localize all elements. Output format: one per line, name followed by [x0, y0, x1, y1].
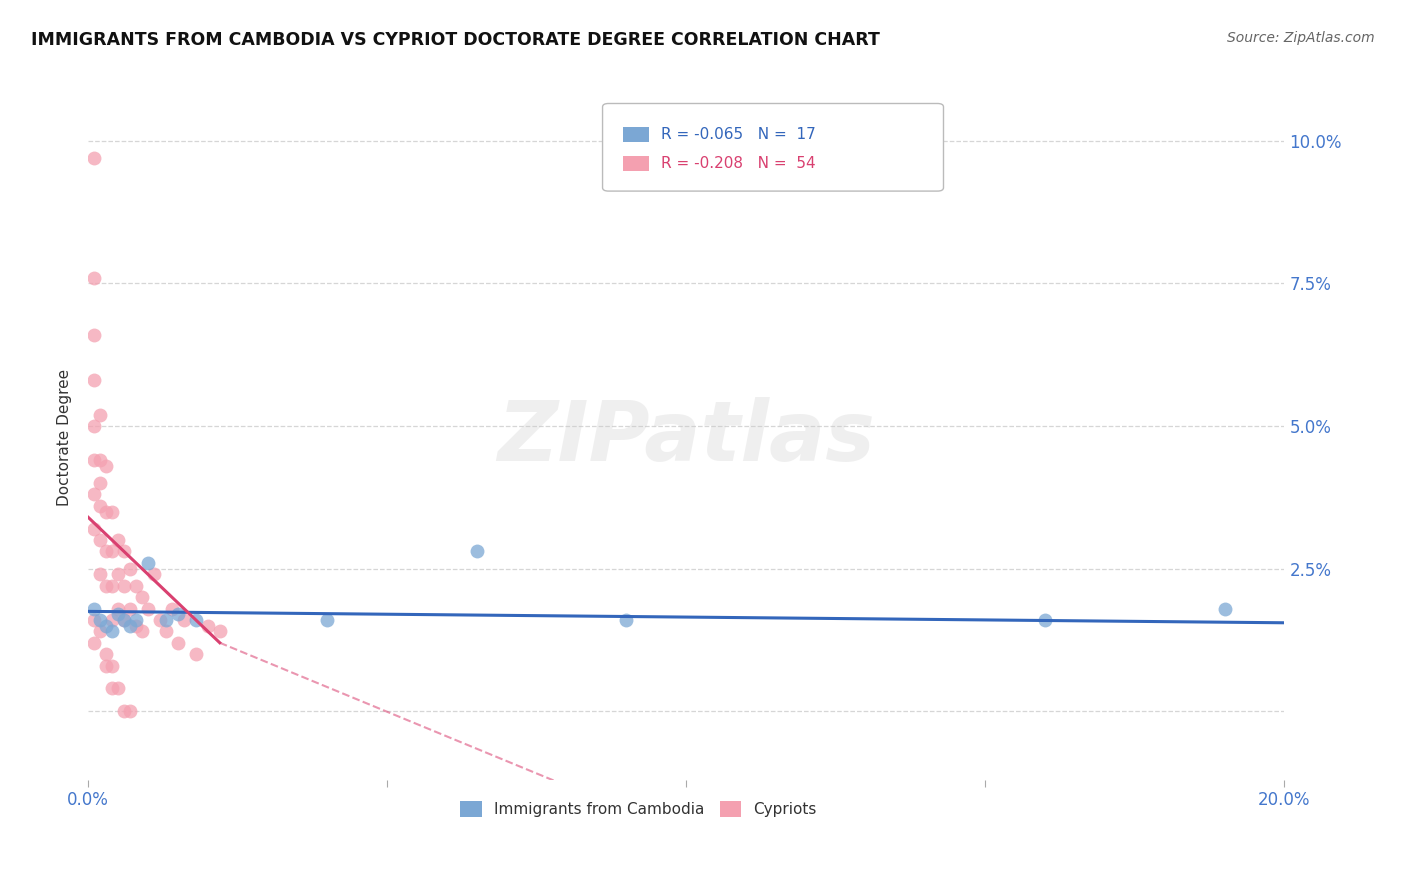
- Point: [101, 579, 124, 593]
- Point: [616, 613, 638, 627]
- Point: [131, 590, 153, 604]
- Point: [83, 270, 105, 285]
- Point: [89, 613, 111, 627]
- Bar: [623, 127, 650, 142]
- Legend: Immigrants from Cambodia, Cypriots: Immigrants from Cambodia, Cypriots: [454, 795, 823, 823]
- Point: [149, 613, 172, 627]
- Point: [167, 607, 190, 622]
- Point: [107, 567, 129, 582]
- Point: [118, 561, 141, 575]
- Point: [167, 636, 190, 650]
- Point: [136, 556, 159, 570]
- Point: [160, 601, 183, 615]
- Point: [101, 544, 124, 558]
- Point: [142, 567, 165, 582]
- Point: [89, 476, 111, 491]
- Point: [89, 533, 111, 547]
- Point: [83, 419, 105, 434]
- Point: [107, 533, 129, 547]
- Y-axis label: Doctorate Degree: Doctorate Degree: [58, 369, 72, 506]
- Point: [465, 544, 488, 558]
- Point: [83, 373, 105, 387]
- Point: [101, 505, 124, 519]
- Text: Source: ZipAtlas.com: Source: ZipAtlas.com: [1227, 31, 1375, 45]
- Point: [112, 704, 135, 718]
- Point: [125, 579, 148, 593]
- Point: [101, 658, 124, 673]
- Point: [94, 618, 117, 632]
- Point: [89, 499, 111, 513]
- Point: [94, 579, 117, 593]
- Text: IMMIGRANTS FROM CAMBODIA VS CYPRIOT DOCTORATE DEGREE CORRELATION CHART: IMMIGRANTS FROM CAMBODIA VS CYPRIOT DOCT…: [31, 31, 880, 49]
- Point: [136, 601, 159, 615]
- Point: [173, 613, 195, 627]
- Point: [112, 613, 135, 627]
- Point: [94, 647, 117, 661]
- Point: [83, 613, 105, 627]
- Point: [107, 681, 129, 696]
- Point: [83, 522, 105, 536]
- Point: [107, 607, 129, 622]
- Point: [94, 658, 117, 673]
- Point: [316, 613, 339, 627]
- Text: R = -0.065   N =  17: R = -0.065 N = 17: [661, 127, 815, 142]
- Point: [112, 579, 135, 593]
- Point: [155, 613, 177, 627]
- Point: [107, 601, 129, 615]
- Bar: [623, 155, 650, 170]
- Point: [118, 704, 141, 718]
- Point: [94, 458, 117, 473]
- Point: [1033, 613, 1056, 627]
- Point: [101, 624, 124, 639]
- Point: [89, 408, 111, 422]
- Point: [112, 544, 135, 558]
- Point: [125, 618, 148, 632]
- Point: [184, 647, 207, 661]
- Point: [83, 327, 105, 342]
- Point: [83, 636, 105, 650]
- Point: [112, 613, 135, 627]
- Point: [89, 624, 111, 639]
- Point: [101, 681, 124, 696]
- Point: [101, 613, 124, 627]
- Text: ZIPatlas: ZIPatlas: [498, 397, 875, 478]
- Point: [94, 505, 117, 519]
- Point: [208, 624, 231, 639]
- Point: [83, 487, 105, 501]
- Point: [131, 624, 153, 639]
- Point: [118, 618, 141, 632]
- Point: [1213, 601, 1236, 615]
- Point: [155, 624, 177, 639]
- Text: R = -0.208   N =  54: R = -0.208 N = 54: [661, 155, 815, 170]
- Point: [184, 613, 207, 627]
- Point: [89, 453, 111, 467]
- Point: [83, 151, 105, 165]
- Point: [83, 601, 105, 615]
- Point: [83, 453, 105, 467]
- Point: [94, 544, 117, 558]
- Point: [125, 613, 148, 627]
- Point: [118, 601, 141, 615]
- FancyBboxPatch shape: [603, 103, 943, 191]
- Point: [197, 618, 219, 632]
- Point: [89, 567, 111, 582]
